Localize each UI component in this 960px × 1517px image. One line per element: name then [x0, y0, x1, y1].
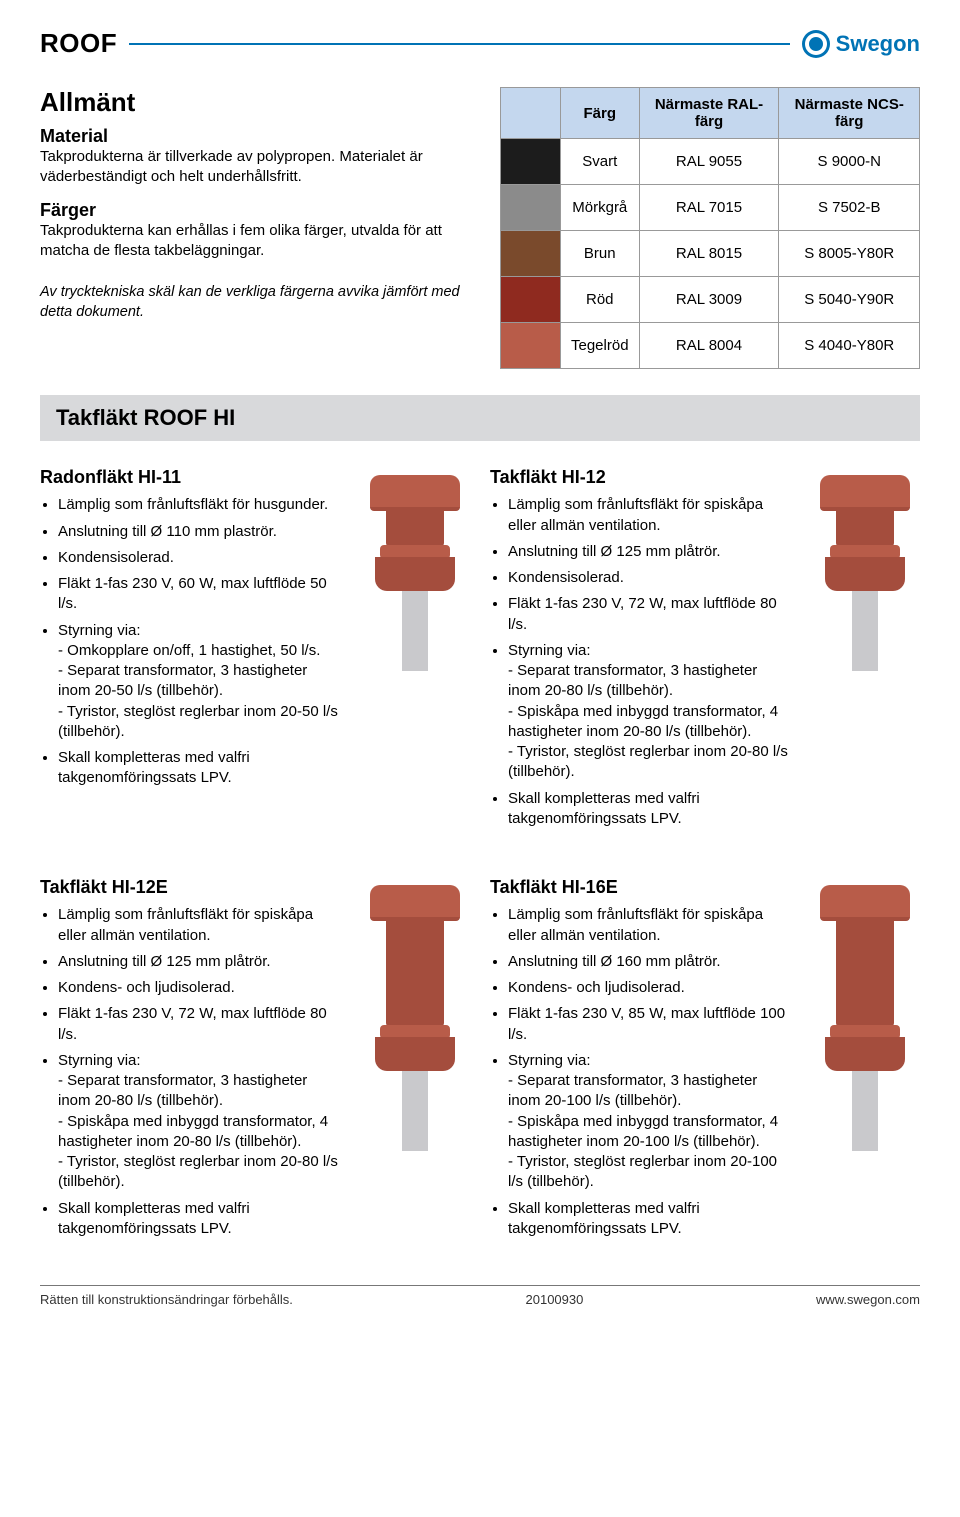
- th-swatch: [501, 88, 561, 139]
- product-bullet: Skall kompletteras med valfri takgenomfö…: [508, 1199, 790, 1240]
- color-ncs: S 4040-Y80R: [779, 323, 920, 369]
- product-row-2: Takfläkt HI-12E Lämplig som frånluftsflä…: [40, 875, 920, 1245]
- footer-center: 20100930: [526, 1292, 584, 1307]
- color-table-column: Färg Närmaste RAL-färg Närmaste NCS-färg…: [500, 87, 920, 369]
- product-hi-12: Takfläkt HI-12 Lämplig som frånluftsfläk…: [490, 465, 790, 835]
- color-name: Brun: [561, 231, 640, 277]
- product-bullet: Fläkt 1-fas 230 V, 72 W, max luftflöde 8…: [58, 1004, 340, 1045]
- logo-text: Swegon: [836, 31, 920, 57]
- product-bullet: Anslutning till Ø 110 mm plaströr.: [58, 522, 340, 542]
- product-bullet: Kondensisolerad.: [58, 548, 340, 568]
- color-swatch: [501, 323, 561, 369]
- product-bullet: Styrning via: - Separat transformator, 3…: [508, 641, 790, 783]
- page-title: ROOF: [40, 28, 117, 59]
- color-ral: RAL 3009: [639, 277, 779, 323]
- brand-logo: Swegon: [802, 30, 920, 58]
- fan-icon: [370, 885, 460, 1151]
- product-title: Radonfläkt HI-11: [40, 465, 340, 489]
- color-table-row: BrunRAL 8015S 8005-Y80R: [501, 231, 920, 277]
- product-hi-11: Radonfläkt HI-11 Lämplig som frånluftsfl…: [40, 465, 340, 835]
- footer-right: www.swegon.com: [816, 1292, 920, 1307]
- product-bullet: Lämplig som frånluftsfläkt för husgunder…: [58, 495, 340, 515]
- th-name: Färg: [561, 88, 640, 139]
- product-bullet: Styrning via: - Separat transformator, 3…: [508, 1051, 790, 1193]
- product-bullet: Lämplig som frånluftsfläkt för spiskåpa …: [508, 905, 790, 946]
- product-title: Takfläkt HI-12E: [40, 875, 340, 899]
- fan-icon: [820, 475, 910, 671]
- color-table-row: SvartRAL 9055S 9000-N: [501, 139, 920, 185]
- colors-text: Takprodukterna kan erhållas i fem olika …: [40, 221, 470, 262]
- product-bullet: Kondens- och ljudisolerad.: [58, 978, 340, 998]
- color-ral: RAL 9055: [639, 139, 779, 185]
- product-bullet: Styrning via: - Omkopplare on/off, 1 has…: [58, 621, 340, 743]
- color-swatch: [501, 277, 561, 323]
- color-ral: RAL 7015: [639, 185, 779, 231]
- page-header: ROOF Swegon: [40, 28, 920, 59]
- color-table-header-row: Färg Närmaste RAL-färg Närmaste NCS-färg: [501, 88, 920, 139]
- section-bar: Takfläkt ROOF HI: [40, 395, 920, 441]
- general-heading: Allmänt: [40, 87, 470, 118]
- product-bullet: Lämplig som frånluftsfläkt för spiskåpa …: [58, 905, 340, 946]
- logo-mark-icon: [802, 30, 830, 58]
- product-bullet: Kondens- och ljudisolerad.: [508, 978, 790, 998]
- color-ral: RAL 8015: [639, 231, 779, 277]
- th-ncs: Närmaste NCS-färg: [779, 88, 920, 139]
- th-ral: Närmaste RAL-färg: [639, 88, 779, 139]
- color-ral: RAL 8004: [639, 323, 779, 369]
- product-bullet: Kondensisolerad.: [508, 568, 790, 588]
- color-name: Svart: [561, 139, 640, 185]
- product-hi-12e: Takfläkt HI-12E Lämplig som frånluftsflä…: [40, 875, 340, 1245]
- product-image-hi-12: [810, 465, 920, 835]
- page-footer: Rätten till konstruktionsändringar förbe…: [40, 1285, 920, 1307]
- color-name: Tegelröd: [561, 323, 640, 369]
- product-bullet: Skall kompletteras med valfri takgenomfö…: [508, 789, 790, 830]
- product-bullet: Skall kompletteras med valfri takgenomfö…: [58, 748, 340, 789]
- color-name: Mörkgrå: [561, 185, 640, 231]
- material-subhead: Material: [40, 126, 470, 147]
- product-bullet: Fläkt 1-fas 230 V, 60 W, max luftflöde 5…: [58, 574, 340, 615]
- product-bullet: Anslutning till Ø 125 mm plåtrör.: [508, 542, 790, 562]
- color-swatch: [501, 139, 561, 185]
- color-swatch: [501, 231, 561, 277]
- color-table-row: RödRAL 3009S 5040-Y90R: [501, 277, 920, 323]
- product-bullet: Skall kompletteras med valfri takgenomfö…: [58, 1199, 340, 1240]
- colors-subhead: Färger: [40, 200, 470, 221]
- intro-text-column: Allmänt Material Takprodukterna är tillv…: [40, 87, 470, 369]
- product-image-hi-12e: [360, 875, 470, 1245]
- color-name: Röd: [561, 277, 640, 323]
- fan-icon: [820, 885, 910, 1151]
- product-bullet: Anslutning till Ø 160 mm plåtrör.: [508, 952, 790, 972]
- color-table-row: TegelrödRAL 8004S 4040-Y80R: [501, 323, 920, 369]
- product-row-1: Radonfläkt HI-11 Lämplig som frånluftsfl…: [40, 465, 920, 835]
- product-bullet: Fläkt 1-fas 230 V, 85 W, max luftflöde 1…: [508, 1004, 790, 1045]
- product-title: Takfläkt HI-16E: [490, 875, 790, 899]
- intro-columns: Allmänt Material Takprodukterna är tillv…: [40, 87, 920, 369]
- product-bullet: Anslutning till Ø 125 mm plåtrör.: [58, 952, 340, 972]
- header-rule: [129, 43, 790, 45]
- color-ncs: S 9000-N: [779, 139, 920, 185]
- product-image-hi-16e: [810, 875, 920, 1245]
- footer-left: Rätten till konstruktionsändringar förbe…: [40, 1292, 293, 1307]
- product-bullet: Lämplig som frånluftsfläkt för spiskåpa …: [508, 495, 790, 536]
- color-ncs: S 7502-B: [779, 185, 920, 231]
- disclaimer-text: Av trycktekniska skäl kan de verkliga fä…: [40, 283, 470, 322]
- color-ncs: S 5040-Y90R: [779, 277, 920, 323]
- product-image-hi-11: [360, 465, 470, 835]
- section-title: Takfläkt ROOF HI: [56, 405, 904, 431]
- fan-icon: [370, 475, 460, 671]
- color-table-row: MörkgråRAL 7015S 7502-B: [501, 185, 920, 231]
- product-title: Takfläkt HI-12: [490, 465, 790, 489]
- product-bullet: Fläkt 1-fas 230 V, 72 W, max luftflöde 8…: [508, 594, 790, 635]
- product-bullet: Styrning via: - Separat transformator, 3…: [58, 1051, 340, 1193]
- material-text: Takprodukterna är tillverkade av polypro…: [40, 147, 470, 188]
- color-table: Färg Närmaste RAL-färg Närmaste NCS-färg…: [500, 87, 920, 369]
- color-swatch: [501, 185, 561, 231]
- product-hi-16e: Takfläkt HI-16E Lämplig som frånluftsflä…: [490, 875, 790, 1245]
- color-ncs: S 8005-Y80R: [779, 231, 920, 277]
